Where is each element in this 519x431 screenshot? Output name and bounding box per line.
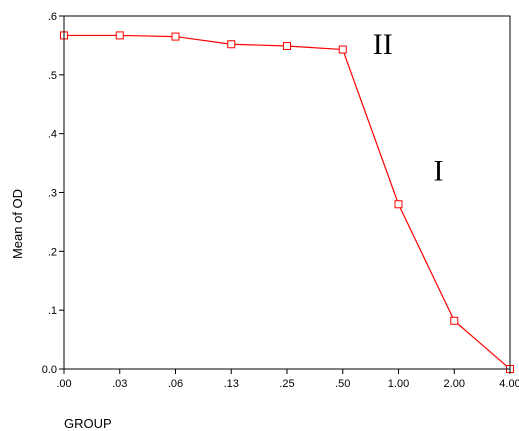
x-tick-label: .06 (168, 378, 183, 390)
y-tick-label: .5 (48, 70, 57, 82)
y-tick-label: .4 (48, 129, 57, 141)
data-point-marker (283, 42, 291, 51)
data-point-marker (171, 32, 180, 41)
x-tick-label: .03 (112, 378, 127, 390)
data-point-marker (450, 316, 459, 325)
data-point-marker (394, 200, 403, 209)
axis-layer: 0.0 .1 .2 .3 .4 .5 .6 .00 .03 .06 .13 .25 .50 1.00 2.0… (42, 11, 519, 390)
x-tick-label: 1.00 (388, 378, 409, 390)
chart-annotation: II (373, 28, 393, 61)
y-axis-title: Mean of OD (10, 189, 25, 259)
chart-annotation: I (434, 155, 444, 188)
data-point-marker (227, 40, 236, 49)
annotation-layer: III (373, 28, 444, 187)
y-tick-label: .1 (48, 305, 57, 317)
x-tick-label: 4.00 (499, 378, 519, 390)
y-tick-label: 0.0 (42, 364, 57, 376)
plot-frame (63, 15, 511, 370)
series-line (64, 34, 511, 370)
x-axis-title: GROUP (64, 416, 112, 431)
x-tick-label: .13 (224, 378, 239, 390)
x-tick-label: .50 (335, 378, 350, 390)
data-point-marker (115, 31, 124, 40)
data-point-marker (338, 45, 347, 54)
y-tick-label: .2 (48, 246, 57, 258)
x-tick-label: .00 (56, 378, 71, 390)
x-tick-label: .25 (279, 378, 294, 390)
y-tick-label: .6 (48, 11, 57, 23)
plot-layer (60, 31, 514, 373)
x-tick-label: 2.00 (444, 378, 465, 390)
y-tick-label: .3 (48, 188, 57, 200)
